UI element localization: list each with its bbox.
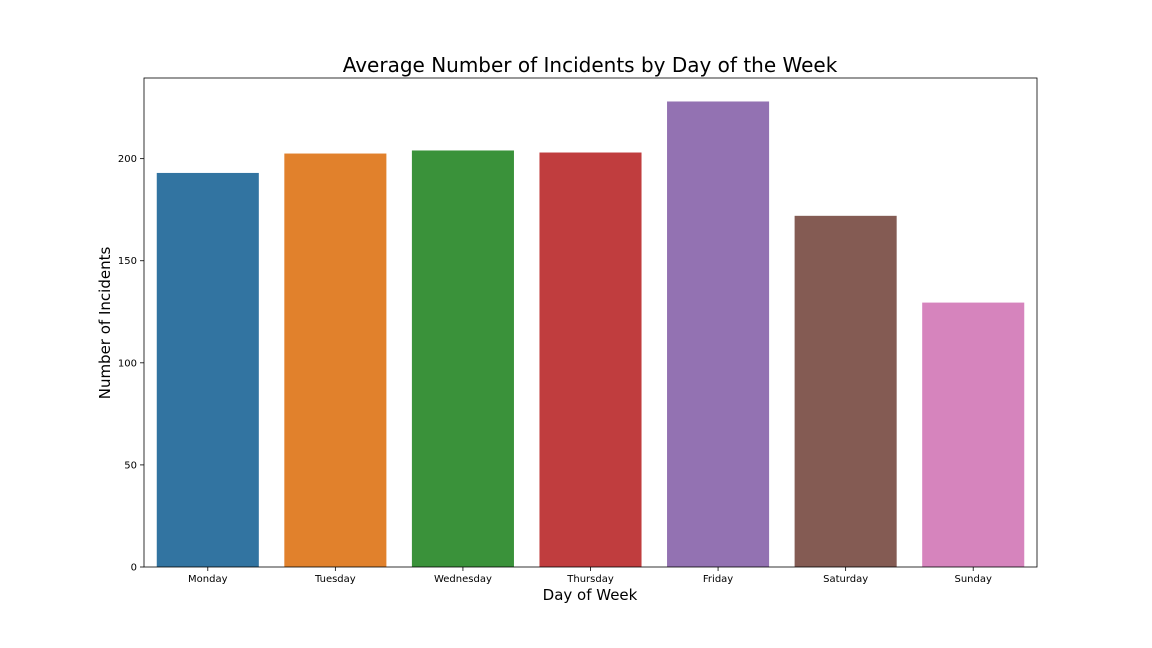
bars-group — [156, 101, 1025, 568]
y-axis-ticks: 0 50 100 150 200 — [118, 154, 144, 574]
bar-saturday — [794, 215, 897, 567]
x-tick-label: Monday — [188, 574, 228, 585]
chart-title: Average Number of Incidents by Day of th… — [343, 53, 838, 77]
bar-thursday — [539, 152, 642, 567]
x-axis-label: Day of Week — [543, 586, 638, 604]
bar-friday — [667, 101, 770, 567]
bar-sunday — [922, 302, 1025, 567]
x-tick-label: Thursday — [566, 574, 614, 585]
x-axis-ticks: Monday Tuesday Wednesday Thursday Friday Satu… — [188, 567, 992, 585]
x-tick-label: Tuesday — [314, 574, 356, 585]
bar-tuesday — [284, 153, 387, 568]
y-axis-label: Number of Incidents — [96, 247, 114, 400]
x-tick-label: Wednesday — [434, 574, 492, 585]
y-tick-label: 0 — [131, 563, 137, 574]
bar-monday — [156, 172, 259, 567]
y-tick-label: 50 — [124, 460, 137, 471]
x-tick-label: Saturday — [823, 574, 868, 585]
y-tick-label: 200 — [118, 154, 137, 165]
plot-frame — [143, 77, 1038, 568]
x-tick-label: Friday — [703, 574, 733, 585]
x-tick-label: Sunday — [954, 574, 991, 585]
bar-wednesday — [411, 150, 514, 568]
y-tick-label: 100 — [118, 358, 137, 369]
y-tick-label: 150 — [118, 256, 137, 267]
